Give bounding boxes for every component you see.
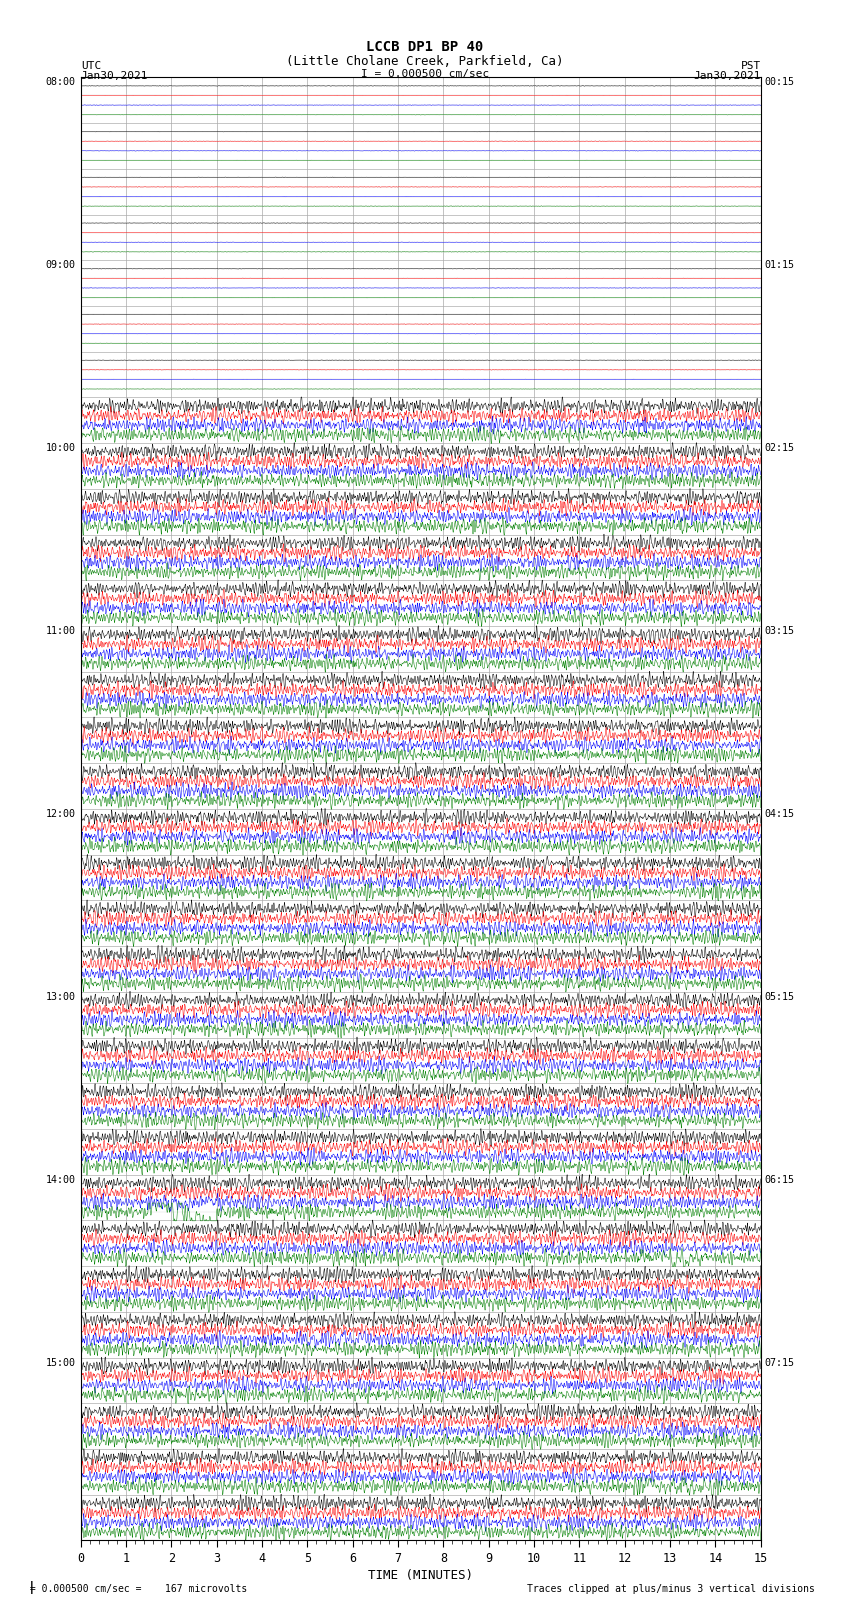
- Text: |: |: [13, 1581, 35, 1594]
- Text: 12:00: 12:00: [45, 810, 76, 819]
- Text: 11:00: 11:00: [45, 626, 76, 636]
- Text: 00:15: 00:15: [764, 77, 794, 87]
- Text: 01:15: 01:15: [764, 260, 794, 271]
- Text: = 0.000500 cm/sec =    167 microvolts: = 0.000500 cm/sec = 167 microvolts: [24, 1584, 247, 1594]
- Text: 07:15: 07:15: [764, 1358, 794, 1368]
- Text: Jan30,2021: Jan30,2021: [694, 71, 761, 81]
- Text: 09:00: 09:00: [45, 260, 76, 271]
- Text: 03:15: 03:15: [764, 626, 794, 636]
- Text: (Little Cholane Creek, Parkfield, Ca): (Little Cholane Creek, Parkfield, Ca): [286, 55, 564, 68]
- Text: 05:15: 05:15: [764, 992, 794, 1002]
- Text: 04:15: 04:15: [764, 810, 794, 819]
- Text: PST: PST: [740, 61, 761, 71]
- Text: I = 0.000500 cm/sec: I = 0.000500 cm/sec: [361, 69, 489, 79]
- Text: 02:15: 02:15: [764, 444, 794, 453]
- X-axis label: TIME (MINUTES): TIME (MINUTES): [368, 1569, 473, 1582]
- Text: 10:00: 10:00: [45, 444, 76, 453]
- Text: Traces clipped at plus/minus 3 vertical divisions: Traces clipped at plus/minus 3 vertical …: [527, 1584, 815, 1594]
- Text: 14:00: 14:00: [45, 1174, 76, 1184]
- Text: 08:00: 08:00: [45, 77, 76, 87]
- Text: UTC: UTC: [81, 61, 101, 71]
- Text: Jan30,2021: Jan30,2021: [81, 71, 148, 81]
- Text: 15:00: 15:00: [45, 1358, 76, 1368]
- Text: 13:00: 13:00: [45, 992, 76, 1002]
- Text: 06:15: 06:15: [764, 1174, 794, 1184]
- Text: LCCB DP1 BP 40: LCCB DP1 BP 40: [366, 40, 484, 55]
